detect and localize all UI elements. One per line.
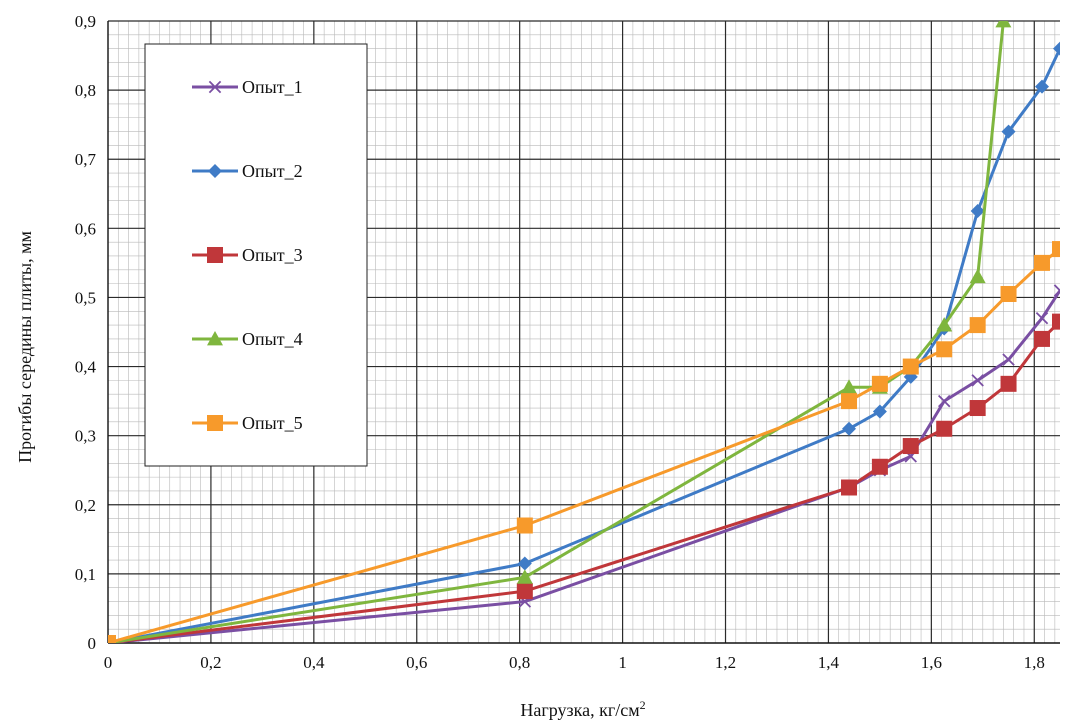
diamond-marker [1053,41,1060,56]
square-marker [1052,313,1060,330]
x-marker [1053,284,1060,297]
diamond-marker [1001,124,1016,139]
square-marker [902,438,919,455]
x-tick-label: 1,4 [818,653,840,672]
series-line [108,247,1060,643]
series-group [108,21,1060,643]
legend-item-1: Опыт_1 [192,77,303,97]
y-tick-label: 0,7 [75,150,97,169]
y-axis-title: Прогибы середины плиты, мм [15,231,35,463]
series-3 [108,313,1060,643]
square-marker [1000,285,1017,302]
triangle-marker [516,569,533,584]
axes [107,21,1060,644]
square-marker [841,479,858,496]
square-marker [871,375,888,392]
square-marker [207,247,223,263]
x-marker [971,374,984,387]
y-tick-label: 0,3 [75,427,96,446]
square-marker [516,517,533,534]
diamond-marker [1034,79,1049,94]
square-marker [1052,241,1060,258]
legend-label: Опыт_4 [242,329,303,349]
legend-label: Опыт_2 [242,161,303,181]
square-marker [1033,254,1050,271]
tick-labels: 0 0,2 0,4 0,6 0,8 1 1,2 1,4 1,6 1,8 0 0,1 0,2 0,3 0,4 0… [75,12,1045,672]
y-tick-label: 0 [88,634,97,653]
y-tick-label: 0,4 [75,358,97,377]
legend-item-2: Опыт_2 [192,161,303,181]
x-axis-title: Нагрузка, кг/см2 [520,698,645,720]
x-tick-label: 1,6 [921,653,942,672]
triangle-marker [841,379,858,394]
legend-item-3: Опыт_3 [192,245,303,265]
square-marker [902,358,919,375]
legend-box [144,43,368,467]
y-tick-label: 0,1 [75,565,96,584]
legend-item-5: Опыт_5 [192,413,303,433]
x-axis-title-superscript: 2 [640,698,646,712]
square-marker [108,635,116,643]
square-marker [936,341,953,358]
triangle-marker [936,317,953,332]
square-marker [1033,330,1050,347]
legend-item-4: Опыт_4 [192,329,303,349]
y-tick-label: 0,5 [75,288,96,307]
x-marker [208,80,222,94]
legend-label: Опыт_3 [242,245,303,265]
diamond-marker [872,404,887,419]
x-tick-label: 1 [618,653,627,672]
square-marker [969,400,986,417]
square-marker [207,415,223,431]
series-5 [108,241,1060,643]
diamond-marker [842,421,857,436]
square-marker [936,420,953,437]
series-line [108,320,1060,643]
x-tick-label: 0,8 [509,653,530,672]
legend: Опыт_1 Опыт_2 Опыт_3 Опыт_4 Опыт_5 [144,43,368,467]
x-tick-label: 0,4 [303,653,325,672]
series-line [108,48,1060,643]
x-tick-label: 1,8 [1024,653,1045,672]
triangle-marker [207,331,223,346]
square-marker [841,393,858,410]
y-tick-label: 0,8 [75,81,96,100]
square-marker [871,458,888,475]
y-tick-label: 0,2 [75,496,96,515]
triangle-marker [995,21,1012,28]
diamond-marker [208,164,222,178]
legend-label: Опыт_1 [242,77,303,97]
x-tick-label: 0,2 [200,653,221,672]
x-tick-label: 1,2 [715,653,736,672]
series-line [108,289,1060,643]
x-tick-label: 0,6 [406,653,427,672]
x-marker [1035,311,1049,325]
x-marker [937,394,951,408]
square-marker [1000,375,1017,392]
legend-label: Опыт_5 [242,413,303,433]
y-tick-label: 0,9 [75,12,96,31]
x-marker [1002,353,1015,366]
series-line [108,21,1005,643]
y-tick-label: 0,6 [75,219,96,238]
x-tick-label: 0 [104,653,113,672]
diamond-marker [970,204,985,219]
diamond-marker [517,556,532,571]
square-marker [516,583,533,600]
square-marker [969,317,986,334]
triangle-marker [969,268,986,284]
